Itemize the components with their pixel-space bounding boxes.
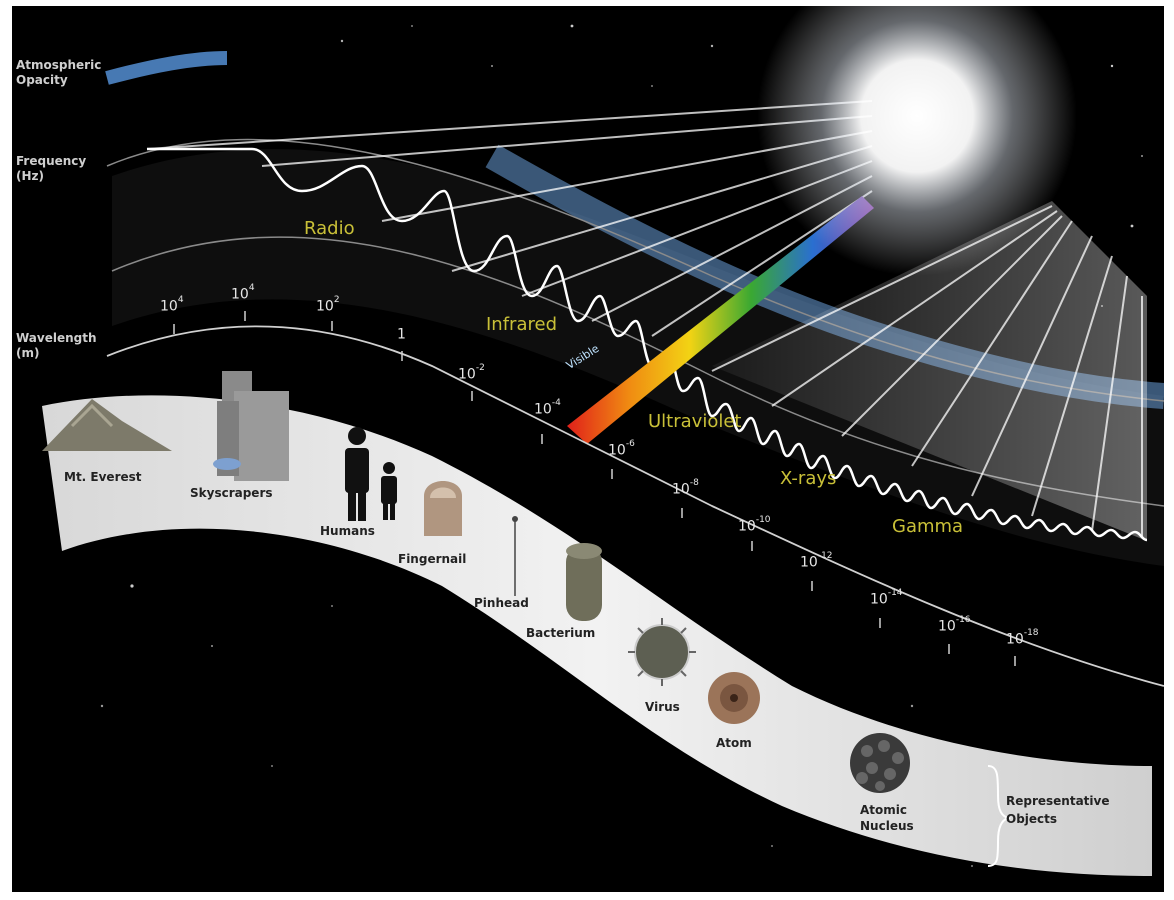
humans-label: Humans: [320, 524, 375, 538]
bacterium-icon: [566, 543, 602, 621]
virus-icon: [628, 618, 696, 686]
bacterium-label: Bacterium: [526, 626, 596, 640]
wavelength-axis-line: [106, 325, 1164, 687]
representative-bracket: [987, 765, 1012, 867]
atom-icon: [708, 672, 760, 724]
wavelength-label: Wavelength (m): [16, 331, 97, 360]
wave-curve: [147, 147, 1148, 542]
atmospheric-opacity-label: Atmospheric Opacity: [16, 58, 102, 87]
tick-label: 104: [160, 295, 184, 315]
tick-label: 1: [397, 326, 406, 343]
atomic-nucleus-icon: [850, 733, 910, 793]
tick-label: 10-10: [738, 515, 771, 535]
frequency-label: Frequency (Hz): [16, 154, 87, 183]
atmospheric-opacity-band: [105, 51, 228, 85]
skyscrapers-label: Skyscrapers: [190, 486, 273, 500]
spectrum-diagram: Atmospheric Opacity Frequency (Hz) Wavel…: [12, 6, 1164, 892]
representative-objects-label: Representative Objects: [1006, 794, 1110, 826]
band-infrared-label: Infrared: [486, 314, 557, 335]
fingernail-icon: [424, 481, 462, 536]
atomic-nucleus-label: Atomic Nucleus: [860, 803, 914, 833]
spectrum-band: [112, 149, 1164, 566]
tick-label: 10-4: [534, 398, 561, 418]
band-ultraviolet-label: Ultraviolet: [648, 411, 742, 432]
band-radio-label: Radio: [304, 218, 355, 239]
tick-label: 104: [231, 283, 255, 303]
tick-label: 10-12: [800, 551, 833, 571]
tick-label: 10-14: [870, 588, 903, 608]
diagram-artwork: [42, 6, 1164, 876]
fingernail-label: Fingernail: [398, 552, 467, 566]
pinhead-icon: [512, 516, 518, 596]
skyscrapers-icon: [213, 371, 289, 481]
tick-label: 10-18: [1006, 628, 1039, 648]
pinhead-label: Pinhead: [474, 596, 529, 610]
band-xrays-label: X-rays: [780, 468, 837, 489]
everest-icon: [42, 399, 172, 451]
band-gamma-label: Gamma: [892, 516, 964, 537]
wavelength-tick-marks: [173, 311, 1016, 666]
humans-icon: [345, 427, 397, 521]
tick-label: 10-2: [458, 363, 485, 383]
tick-label: 102: [316, 295, 340, 315]
atom-label: Atom: [716, 736, 752, 750]
tick-label: 10-16: [938, 615, 971, 635]
visible-light-beam: [567, 196, 874, 444]
virus-label: Virus: [645, 700, 680, 714]
sun-glow: [757, 6, 1077, 276]
everest-label: Mt. Everest: [64, 470, 142, 484]
beam-fan: [712, 201, 1147, 541]
tick-label: 10-8: [672, 478, 699, 498]
tick-label: 10-6: [608, 439, 635, 459]
